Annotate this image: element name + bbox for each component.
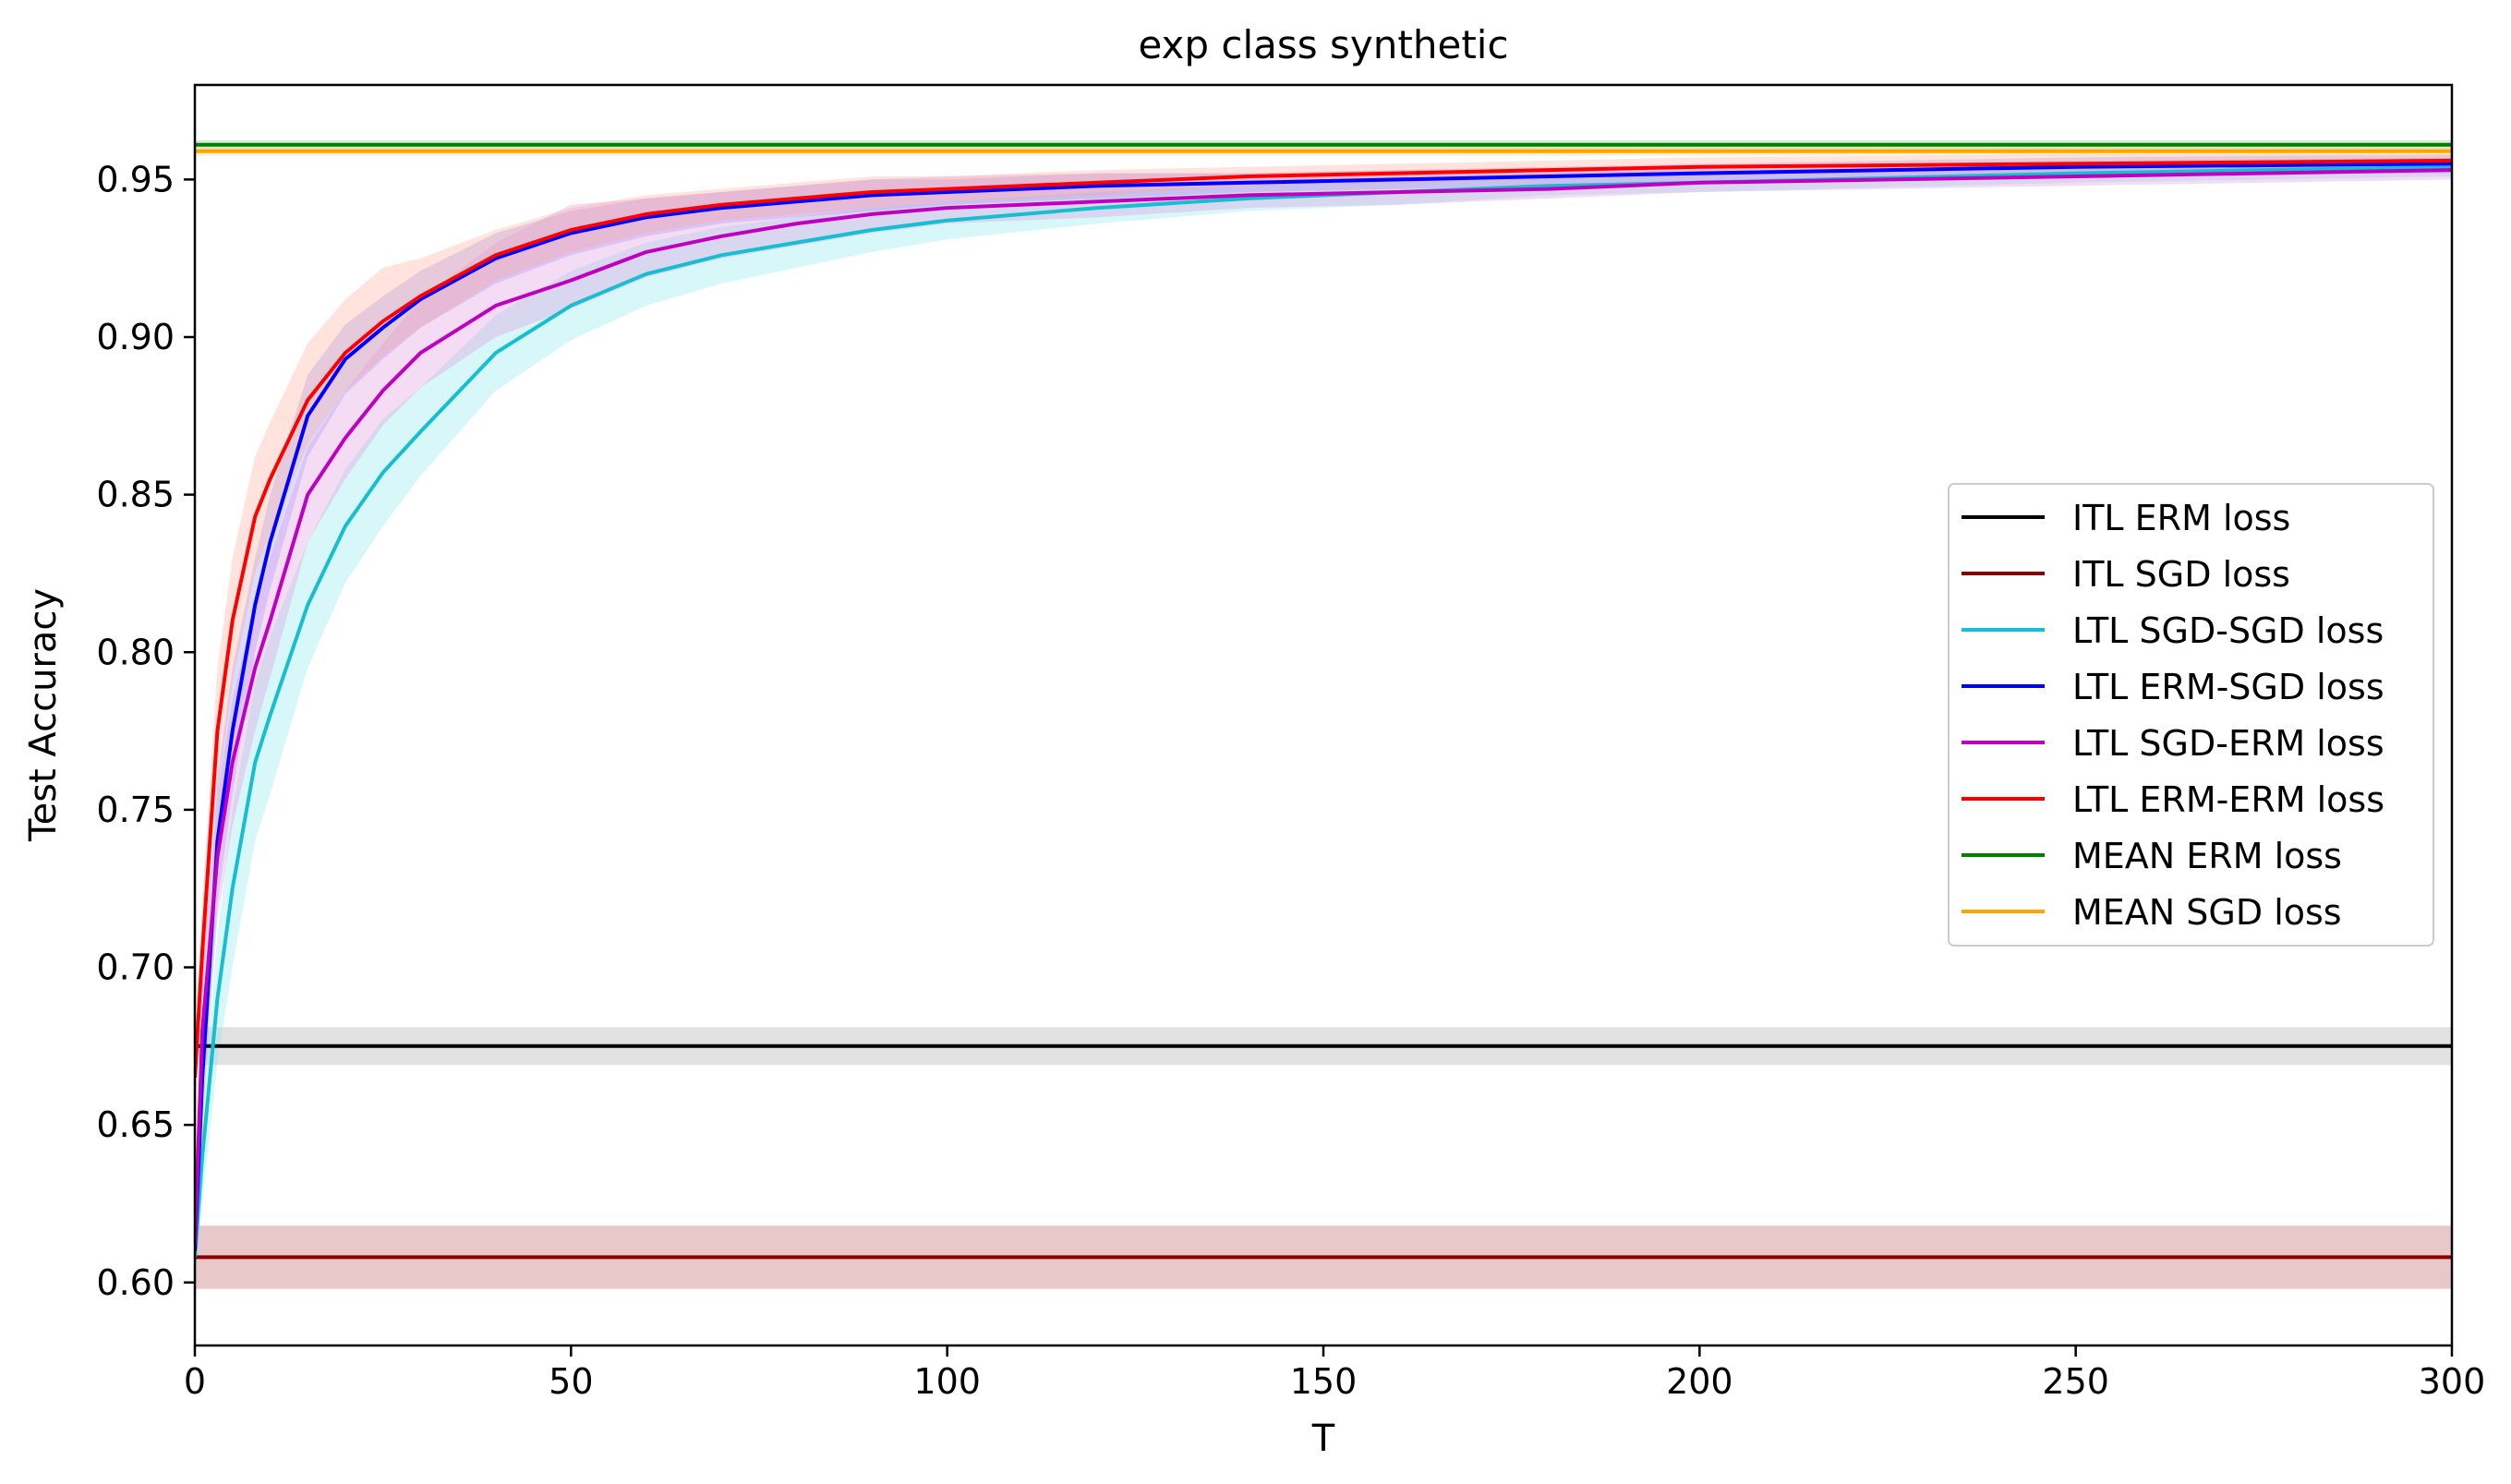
series-lines: [195, 142, 2452, 1260]
x-axis: 0 50 100 150 200 250 300: [184, 1345, 2485, 1402]
legend: ITL ERM loss ITL SGD loss LTL SGD-SGD loss…: [1948, 483, 2434, 947]
chart-title: exp class synthetic: [1138, 22, 1508, 67]
x-axis-label: T: [1311, 1418, 1335, 1460]
legend-box: [1948, 483, 2434, 947]
legend-label: LTL ERM-ERM loss: [2072, 779, 2384, 820]
y-axis: 0.60 0.65 0.70 0.75 0.80 0.85 0.90 0.95: [96, 159, 195, 1303]
y-tick-label: 0.95: [96, 159, 175, 199]
y-tick-label: 0.75: [96, 790, 175, 830]
x-tick-label: 300: [2419, 1361, 2486, 1402]
x-tick-label: 200: [1666, 1361, 1733, 1402]
x-tick-label: 250: [2042, 1361, 2109, 1402]
legend-label: LTL ERM-SGD loss: [2072, 667, 2384, 707]
y-tick-label: 0.60: [96, 1262, 175, 1303]
legend-label: MEAN SGD loss: [2072, 892, 2342, 933]
x-tick-label: 50: [549, 1361, 593, 1402]
x-tick-label: 150: [1290, 1361, 1358, 1402]
legend-label: ITL SGD loss: [2072, 554, 2290, 595]
x-tick-label: 0: [184, 1361, 206, 1402]
legend-label: LTL SGD-ERM loss: [2072, 723, 2384, 764]
ltl-sgd-erm-loss-line: [195, 168, 2452, 1245]
legend-label: MEAN ERM loss: [2072, 836, 2342, 876]
legend-label: LTL SGD-SGD loss: [2072, 610, 2384, 651]
ltl-erm-erm-loss-line: [195, 158, 2452, 1079]
y-axis-label: Test Accuracy: [22, 588, 65, 842]
x-tick-label: 100: [913, 1361, 981, 1402]
y-tick-label: 0.90: [96, 317, 175, 357]
y-tick-label: 0.70: [96, 947, 175, 988]
y-tick-label: 0.85: [96, 475, 175, 515]
ltl-erm-sgd-loss-line: [195, 162, 2452, 1251]
y-tick-label: 0.65: [96, 1104, 175, 1145]
legend-label: ITL ERM loss: [2072, 498, 2290, 538]
y-tick-label: 0.80: [96, 632, 175, 672]
